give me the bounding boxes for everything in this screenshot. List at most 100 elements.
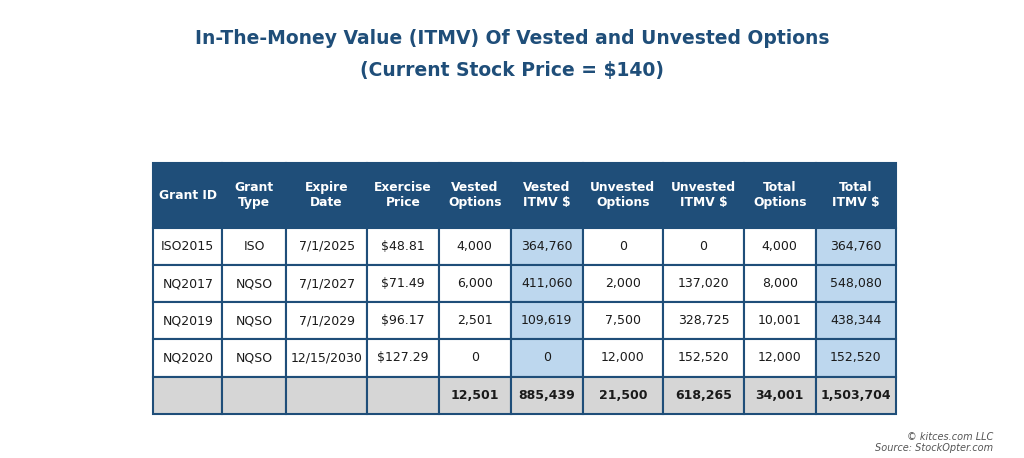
Text: 364,760: 364,760 — [521, 240, 572, 253]
Text: 1,503,704: 1,503,704 — [820, 389, 891, 402]
Text: $71.49: $71.49 — [381, 277, 425, 290]
Bar — [367, 302, 439, 339]
Bar — [287, 302, 367, 339]
Bar — [511, 228, 583, 265]
Text: 152,520: 152,520 — [830, 351, 882, 365]
Text: 21,500: 21,500 — [599, 389, 647, 402]
Bar — [154, 265, 222, 302]
Text: $127.29: $127.29 — [377, 351, 429, 365]
Bar — [287, 163, 367, 228]
Text: Vested
ITMV $: Vested ITMV $ — [523, 181, 570, 209]
Bar — [743, 376, 816, 414]
Text: 885,439: 885,439 — [518, 389, 575, 402]
Bar — [511, 339, 583, 376]
Text: NQ2020: NQ2020 — [162, 351, 213, 365]
Text: 548,080: 548,080 — [830, 277, 882, 290]
Bar — [439, 265, 511, 302]
Text: $96.17: $96.17 — [381, 314, 425, 327]
Bar — [743, 228, 816, 265]
Text: 0: 0 — [699, 240, 708, 253]
Bar — [222, 376, 287, 414]
Text: Unvested
ITMV $: Unvested ITMV $ — [671, 181, 736, 209]
Bar — [583, 163, 664, 228]
Bar — [222, 339, 287, 376]
Text: 12,501: 12,501 — [451, 389, 499, 402]
Bar — [439, 302, 511, 339]
Text: 7/1/2027: 7/1/2027 — [299, 277, 354, 290]
Bar — [511, 302, 583, 339]
Bar — [583, 302, 664, 339]
Bar — [367, 163, 439, 228]
Text: 10,001: 10,001 — [758, 314, 802, 327]
Text: Total
Options: Total Options — [753, 181, 807, 209]
Text: 7/1/2025: 7/1/2025 — [299, 240, 354, 253]
Text: 12,000: 12,000 — [758, 351, 802, 365]
Text: ISO2015: ISO2015 — [161, 240, 214, 253]
Bar — [583, 339, 664, 376]
Bar — [511, 376, 583, 414]
Text: 0: 0 — [618, 240, 627, 253]
Text: 4,000: 4,000 — [457, 240, 493, 253]
Bar — [816, 265, 896, 302]
Text: NQSO: NQSO — [236, 277, 272, 290]
Text: 7/1/2029: 7/1/2029 — [299, 314, 354, 327]
Bar — [439, 228, 511, 265]
Bar — [583, 376, 664, 414]
Text: NQSO: NQSO — [236, 351, 272, 365]
Bar — [511, 265, 583, 302]
Text: © kitces.com LLC
Source: StockOpter.com: © kitces.com LLC Source: StockOpter.com — [876, 432, 993, 453]
Bar — [154, 163, 222, 228]
Bar — [439, 163, 511, 228]
Text: NQSO: NQSO — [236, 314, 272, 327]
Text: 12,000: 12,000 — [601, 351, 645, 365]
Text: 152,520: 152,520 — [678, 351, 729, 365]
Text: NQ2019: NQ2019 — [163, 314, 213, 327]
Text: Grant
Type: Grant Type — [234, 181, 273, 209]
Bar — [222, 265, 287, 302]
Bar — [664, 265, 743, 302]
Bar — [816, 339, 896, 376]
Bar — [367, 228, 439, 265]
Bar — [367, 265, 439, 302]
Bar — [664, 339, 743, 376]
Bar — [287, 376, 367, 414]
Text: Vested
Options: Vested Options — [449, 181, 502, 209]
Bar — [664, 163, 743, 228]
Text: 8,000: 8,000 — [762, 277, 798, 290]
Bar — [367, 376, 439, 414]
Text: 12/15/2030: 12/15/2030 — [291, 351, 362, 365]
Bar — [583, 228, 664, 265]
Bar — [287, 228, 367, 265]
Bar — [154, 376, 222, 414]
Bar — [664, 302, 743, 339]
Bar — [222, 302, 287, 339]
Bar — [816, 228, 896, 265]
Bar — [439, 376, 511, 414]
Bar — [222, 228, 287, 265]
Text: Exercise
Price: Exercise Price — [374, 181, 432, 209]
Text: ISO: ISO — [244, 240, 265, 253]
Bar — [222, 163, 287, 228]
Bar — [287, 339, 367, 376]
Bar — [664, 228, 743, 265]
Text: 4,000: 4,000 — [762, 240, 798, 253]
Bar — [367, 339, 439, 376]
Text: 137,020: 137,020 — [678, 277, 729, 290]
Bar — [816, 302, 896, 339]
Text: (Current Stock Price = $140): (Current Stock Price = $140) — [360, 61, 664, 81]
Text: 438,344: 438,344 — [830, 314, 882, 327]
Text: 328,725: 328,725 — [678, 314, 729, 327]
Bar — [154, 228, 222, 265]
Text: 109,619: 109,619 — [521, 314, 572, 327]
Bar — [154, 339, 222, 376]
Text: 0: 0 — [471, 351, 479, 365]
Text: Expire
Date: Expire Date — [305, 181, 348, 209]
Text: 7,500: 7,500 — [605, 314, 641, 327]
Text: 618,265: 618,265 — [675, 389, 732, 402]
Bar — [664, 376, 743, 414]
Bar — [743, 265, 816, 302]
Text: Grant ID: Grant ID — [159, 189, 217, 202]
Text: Total
ITMV $: Total ITMV $ — [833, 181, 880, 209]
Text: 34,001: 34,001 — [756, 389, 804, 402]
Text: 364,760: 364,760 — [830, 240, 882, 253]
